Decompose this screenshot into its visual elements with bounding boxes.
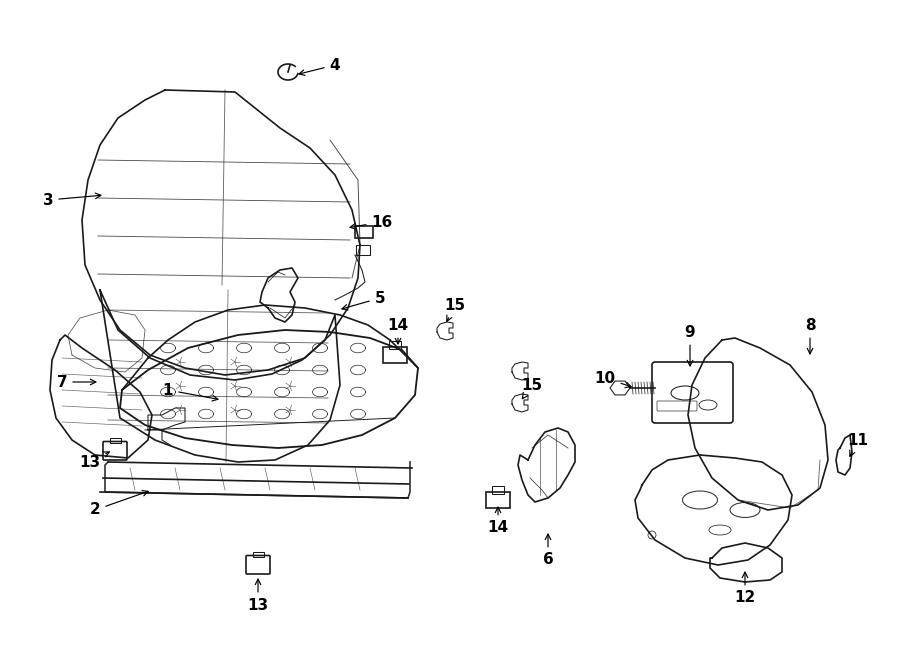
Text: 15: 15 xyxy=(521,377,543,399)
Text: 1: 1 xyxy=(163,383,218,401)
Bar xyxy=(383,347,407,363)
Bar xyxy=(389,341,401,349)
Text: 14: 14 xyxy=(387,318,409,344)
Text: 9: 9 xyxy=(685,324,696,366)
Bar xyxy=(110,438,121,443)
Bar xyxy=(355,226,373,238)
Text: 6: 6 xyxy=(543,534,553,567)
Bar xyxy=(492,486,504,494)
Text: 5: 5 xyxy=(342,291,385,310)
Text: 12: 12 xyxy=(734,572,756,606)
Bar xyxy=(356,245,370,255)
Text: 16: 16 xyxy=(350,214,392,230)
Text: 7: 7 xyxy=(57,375,96,389)
Bar xyxy=(253,552,264,557)
Text: 10: 10 xyxy=(594,371,631,387)
Text: 8: 8 xyxy=(805,318,815,354)
Text: 14: 14 xyxy=(488,507,508,536)
Text: 11: 11 xyxy=(848,432,868,456)
Text: 3: 3 xyxy=(42,193,101,207)
Bar xyxy=(486,492,510,508)
Text: 13: 13 xyxy=(79,452,110,469)
Text: 4: 4 xyxy=(299,58,340,75)
Text: 2: 2 xyxy=(90,491,148,518)
Text: 13: 13 xyxy=(248,579,268,612)
Text: 15: 15 xyxy=(445,297,465,321)
